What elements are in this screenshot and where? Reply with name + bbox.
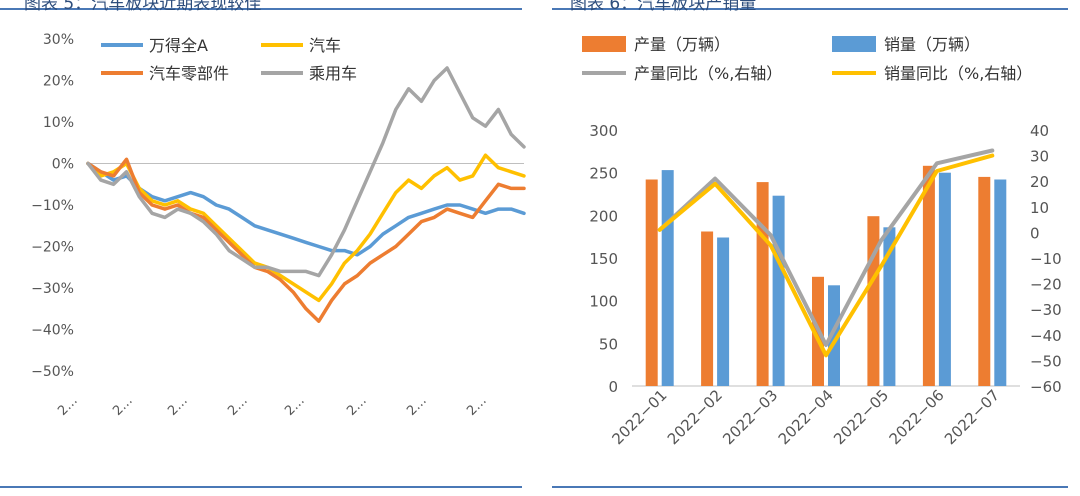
y-tick-label: 30% xyxy=(43,32,74,48)
y2-tick-label: 0 xyxy=(1030,224,1040,242)
bar-1 xyxy=(772,195,785,386)
x-tick-label: 2… xyxy=(165,393,191,419)
bar-0 xyxy=(756,182,769,386)
y2-tick-label: 10 xyxy=(1030,199,1049,217)
bar-0 xyxy=(701,231,714,386)
left-base-rule xyxy=(0,486,522,488)
legend-swatch xyxy=(582,36,626,52)
y2-tick-label: −50 xyxy=(1030,352,1062,370)
x-tick-label: 2… xyxy=(55,393,81,419)
bar-1 xyxy=(828,285,840,386)
left-caption: 图表 5：汽车板块近期表现较佳 xyxy=(24,0,262,14)
legend-label: 汽车 xyxy=(309,36,341,55)
bar-0 xyxy=(922,165,935,386)
y-tick-label: 0 xyxy=(608,378,618,396)
y-tick-label: −30% xyxy=(31,281,74,297)
legend-label: 销量同比（%,右轴） xyxy=(884,64,1032,83)
legend-label: 万得全A xyxy=(149,36,208,55)
x-tick-label: 2… xyxy=(344,393,370,419)
left-caption-rule xyxy=(0,8,522,10)
legend-label: 产量同比（%,右轴） xyxy=(634,64,782,83)
y2-tick-label: −30 xyxy=(1030,301,1062,319)
bar-1 xyxy=(938,172,951,386)
bar-0 xyxy=(645,179,658,386)
yoy-line-3 xyxy=(657,153,995,358)
bar-0 xyxy=(867,216,880,386)
y-tick-label: −10% xyxy=(31,198,74,214)
series-line-0 xyxy=(86,161,526,257)
bar-1 xyxy=(661,170,674,386)
x-tick-label: 2022−04 xyxy=(775,386,837,448)
legend-label: 产量（万辆） xyxy=(634,35,730,54)
stock-performance-chart: 30% 20% 10% 0% −10% −20% −30% −40% −50% 2… 2… 2… 2… 2… xyxy=(31,32,526,419)
x-tick-label: 2… xyxy=(404,393,430,419)
y-tick-label: −40% xyxy=(31,323,74,339)
y-tick-label: 200 xyxy=(589,207,618,225)
series-line-2 xyxy=(86,157,526,323)
y-tick-label: 50 xyxy=(599,335,618,353)
x-tick-label: 2… xyxy=(225,393,251,419)
x-tick-label: 2022−05 xyxy=(830,386,892,448)
right-base-rule xyxy=(552,486,1068,488)
bar-1 xyxy=(883,227,896,386)
right-caption: 图表 6：汽车板块产销量 xyxy=(570,0,757,14)
y2-tick-label: −20 xyxy=(1030,276,1062,294)
x-tick-label: 2022−03 xyxy=(719,386,781,448)
x-tick-label: 2… xyxy=(110,393,136,419)
yoy-line-2 xyxy=(657,148,995,347)
y-tick-label: 100 xyxy=(589,293,618,311)
y-tick-label: 10% xyxy=(43,115,74,131)
y-tick-label: 250 xyxy=(589,165,618,183)
series-line-1 xyxy=(86,153,526,303)
series-line-3 xyxy=(86,66,526,278)
x-tick-label: 2022−07 xyxy=(941,386,1003,448)
y2-tick-label: 30 xyxy=(1030,148,1049,166)
y-tick-label: 20% xyxy=(43,74,74,90)
y-tick-label: −50% xyxy=(31,364,74,380)
x-tick-label: 2022−06 xyxy=(886,386,948,448)
right-caption-rule xyxy=(552,8,1068,10)
y2-tick-label: −40 xyxy=(1030,327,1062,345)
y-tick-label: 0% xyxy=(52,157,74,173)
right-chart-panel: 图表 6：汽车板块产销量 0 50 100 150 200 250 300 40 30 20 10 0… xyxy=(540,0,1080,492)
legend-swatch xyxy=(832,36,876,52)
y2-tick-label: −60 xyxy=(1030,378,1062,396)
y-tick-label: −20% xyxy=(31,240,74,256)
bar-0 xyxy=(978,176,991,386)
y2-tick-label: −10 xyxy=(1030,250,1062,268)
left-chart-panel: 图表 5：汽车板块近期表现较佳 30% 20% 10% 0% −10% −20% −30% −… xyxy=(0,0,540,492)
x-tick-label: 2022−02 xyxy=(664,386,726,448)
x-tick-label: 2… xyxy=(282,393,308,419)
y-tick-label: 150 xyxy=(589,250,618,268)
y-tick-label: 300 xyxy=(589,122,618,140)
legend-label: 乘用车 xyxy=(309,64,357,83)
y2-tick-label: 40 xyxy=(1030,122,1049,140)
bar-1 xyxy=(994,179,1007,386)
bar-1 xyxy=(717,237,730,386)
legend-label: 汽车零部件 xyxy=(149,64,229,83)
y2-tick-label: 20 xyxy=(1030,173,1049,191)
legend-label: 销量（万辆） xyxy=(884,35,980,54)
x-tick-label: 2… xyxy=(464,393,490,419)
